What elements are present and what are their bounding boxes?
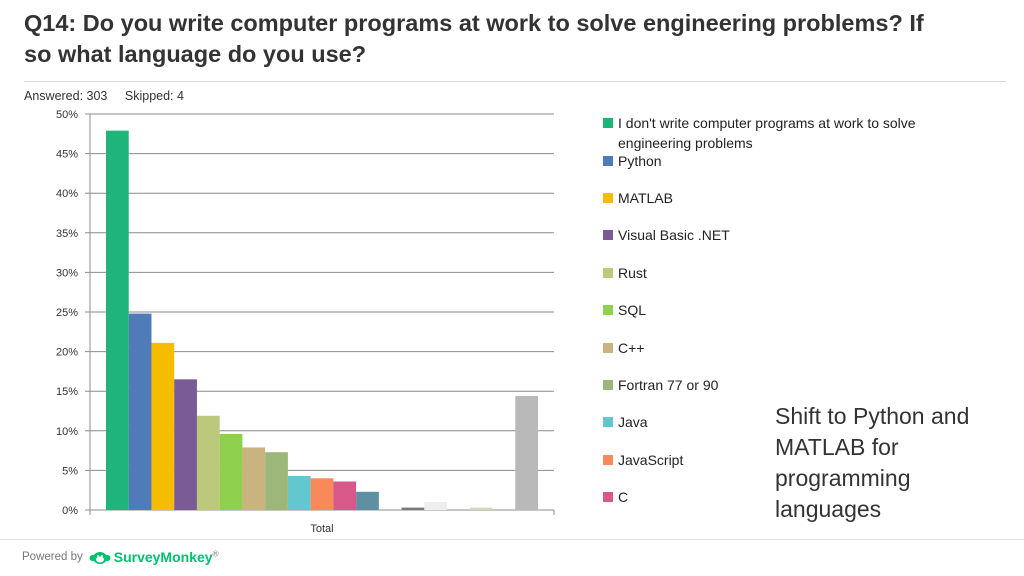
legend-label: Fortran 77 or 90 [618,377,719,393]
surveymonkey-brand[interactable]: SurveyMonkey® [89,549,219,565]
legend-swatch [603,156,613,166]
y-tick-label: 35% [56,228,78,240]
y-tick-label: 25% [56,307,78,319]
y-tick-label: 50% [56,109,78,121]
y-tick-label: 20% [56,347,78,359]
legend-label: Rust [618,265,647,281]
y-tick-label: 5% [62,465,78,477]
legend-label: I don't write computer programs at work … [618,115,916,151]
legend-swatch [603,193,613,203]
x-category-label: Total [310,523,333,535]
legend-item: Rust [603,263,973,283]
legend-label: Visual Basic .NET [618,227,730,243]
legend-item: Visual Basic .NET [603,225,973,245]
legend-item: Python [603,151,973,171]
legend-item: I don't write computer programs at work … [603,113,973,153]
answered-count: Answered: 303 [24,89,108,103]
surveymonkey-logo-icon [89,552,111,564]
y-tick-label: 30% [56,267,78,279]
bar-c [333,481,357,510]
bar-c [242,447,266,510]
legend-label: SQL [618,302,647,318]
bar-unlabeled-18 [515,395,538,510]
bar-java [287,475,311,510]
bar-unlabeled-11 [356,491,379,510]
legend-swatch [603,268,613,278]
legend-label: MATLAB [618,190,673,206]
legend-swatch [603,455,613,465]
bar-unlabeled-13 [401,507,425,510]
y-tick-label: 45% [56,149,78,161]
legend-swatch [603,380,613,390]
legend-swatch [603,492,613,502]
legend-item: C [603,487,973,507]
bar-i-don-t-write-computer-programs-at-work-to-solve-engineering-problems [106,130,129,510]
legend-item: SQL [603,300,973,320]
bar-unlabeled-14 [424,502,448,510]
bar-matlab [151,342,175,510]
callout-text: Shift to Python and MATLAB for programmi… [775,403,970,522]
legend-swatch [603,230,613,240]
footer: Powered by SurveyMonkey® [22,549,218,565]
legend-swatch [603,305,613,315]
bar-rust [196,415,220,510]
legend-swatch [603,343,613,353]
legend-swatch [603,417,613,427]
response-stats: Answered: 303 Skipped: 4 [24,89,198,103]
y-tick-label: 10% [56,426,78,438]
legend-label: C++ [618,340,645,356]
legend-item: MATLAB [603,188,973,208]
y-tick-label: 40% [56,188,78,200]
bar-javascript [310,478,334,510]
bar-visual-basic-net [174,379,197,510]
bar-python [128,313,152,510]
legend-label: C [618,489,629,505]
legend-label: Python [618,153,662,169]
legend-item: Java [603,412,973,432]
question-title: Q14: Do you write computer programs at w… [24,10,924,67]
header-divider [24,81,1006,82]
legend-label: Java [618,414,648,430]
bar-fortran-77-or-90 [265,452,288,510]
y-tick-label: 15% [56,386,78,398]
bar-sql [219,433,243,510]
legend-swatch [603,118,613,128]
y-tick-label: 0% [62,505,78,517]
legend-label: JavaScript [618,452,684,468]
legend-item: Fortran 77 or 90 [603,375,973,395]
footer-divider [0,539,1024,540]
legend-item: JavaScript [603,450,973,470]
powered-by-text: Powered by [22,551,83,563]
skipped-count: Skipped: 4 [124,89,184,103]
legend-item: C++ [603,338,973,358]
bar-unlabeled-16 [469,507,493,510]
brand-name: SurveyMonkey® [113,549,219,565]
